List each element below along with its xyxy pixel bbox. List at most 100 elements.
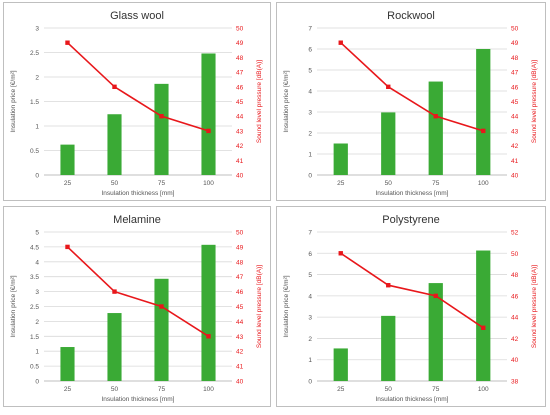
left-tick-label: 6 (308, 251, 312, 258)
x-tick-label: 50 (385, 180, 393, 187)
left-tick-label: 3 (35, 26, 39, 33)
sound-level-line (66, 246, 209, 337)
right-tick-label: 42 (511, 143, 519, 150)
right-tick-label: 44 (236, 114, 244, 121)
right-tick-label: 44 (511, 114, 519, 121)
right-tick-label: 47 (236, 274, 244, 281)
left-tick-label: 1 (308, 357, 312, 364)
x-tick-label: 100 (478, 180, 489, 187)
bar (428, 81, 443, 175)
right-tick-label: 48 (511, 272, 519, 279)
right-tick-label: 45 (236, 99, 244, 106)
x-tick-label: 25 (337, 180, 345, 187)
right-tick-label: 46 (511, 293, 519, 300)
x-tick-label: 75 (158, 386, 166, 393)
right-tick-label: 46 (236, 84, 244, 91)
right-tick-label: 45 (236, 304, 244, 311)
left-tick-label: 0 (35, 379, 39, 386)
chart-panel-4: Polystyrene 0 1 2 3 4 5 6 7 38 40 42 44 46 48 50 52 25 50 7… (276, 206, 546, 407)
x-tick-label: 100 (203, 386, 214, 393)
right-tick-label: 48 (236, 259, 244, 266)
left-tick-label: 0 (35, 173, 39, 180)
line-marker (386, 84, 391, 89)
right-tick-label: 46 (511, 84, 519, 91)
x-tick-label: 75 (432, 386, 440, 393)
x-tick-label: 100 (203, 180, 214, 187)
x-tick-label: 50 (111, 386, 119, 393)
left-tick-label: 0 (308, 379, 312, 386)
left-tick-label: 5 (35, 230, 39, 237)
bar (381, 315, 396, 381)
left-axis-label: Insulation price [€/m²] (10, 275, 17, 337)
bar (333, 348, 348, 381)
bar (381, 112, 396, 175)
line-marker (386, 283, 391, 288)
right-tick-label: 50 (511, 251, 519, 258)
left-axis-label: Insulation price [€/m²] (283, 70, 290, 132)
x-axis-label: Insulation thickness [mm] (376, 190, 449, 197)
right-axis-label: Sound level pressure [dB(A)] (256, 60, 263, 143)
line-marker (206, 128, 211, 134)
right-tick-label: 50 (511, 26, 519, 33)
bar (333, 143, 348, 175)
sound-level-line (66, 42, 209, 132)
bar (201, 53, 216, 176)
right-tick-label: 50 (236, 230, 244, 237)
right-tick-label: 42 (236, 143, 244, 150)
line-marker (481, 325, 486, 330)
chart-panel-3: Melamine 0 0.5 1 1.5 2 2.5 3 3.5 4 4.5 5 40 41 42 43 44 4… (3, 206, 271, 407)
bar (154, 83, 169, 175)
right-tick-label: 44 (511, 315, 519, 322)
right-tick-label: 41 (511, 158, 519, 165)
right-tick-label: 49 (236, 40, 244, 47)
chart-title: Melamine (113, 214, 161, 226)
x-axis-label: Insulation thickness [mm] (102, 190, 175, 197)
right-tick-label: 44 (236, 319, 244, 326)
line-marker (159, 114, 164, 119)
right-axis-label: Sound level pressure [dB(A)] (531, 60, 538, 143)
x-tick-label: 50 (111, 180, 119, 187)
bar (107, 313, 122, 381)
line-marker (159, 304, 164, 309)
right-tick-label: 38 (511, 379, 519, 386)
left-tick-label: 7 (308, 26, 312, 33)
left-tick-label: 3 (35, 289, 39, 296)
right-axis-label: Sound level pressure [dB(A)] (531, 265, 538, 348)
left-tick-label: 2.5 (30, 50, 39, 57)
line-marker (338, 40, 343, 45)
chart-panel-2: Rockwool01234567404142434445464748495025… (276, 2, 546, 201)
right-tick-label: 49 (511, 40, 519, 47)
left-tick-label: 7 (308, 230, 312, 237)
bar (107, 114, 122, 175)
right-tick-label: 47 (236, 70, 244, 77)
line-marker (481, 128, 486, 134)
right-tick-label: 45 (511, 99, 519, 106)
bar (201, 244, 216, 381)
right-tick-label: 40 (236, 173, 244, 180)
right-tick-label: 43 (236, 334, 244, 341)
bar (428, 283, 443, 381)
line-marker (65, 244, 70, 250)
line-marker (112, 84, 117, 89)
left-tick-label: 1 (35, 349, 39, 356)
right-tick-label: 40 (236, 379, 244, 386)
bar (476, 250, 491, 381)
left-tick-label: 2 (308, 336, 312, 343)
left-tick-label: 1 (35, 124, 39, 131)
left-tick-label: 4.5 (30, 244, 39, 251)
right-tick-label: 47 (511, 70, 519, 77)
right-axis-label: Sound level pressure [dB(A)] (256, 265, 263, 348)
line-marker (65, 40, 70, 45)
left-tick-label: 2.5 (30, 304, 39, 311)
left-axis-label: Insulation price [€/m²] (283, 275, 290, 337)
bar (60, 144, 75, 175)
x-axis-label: Insulation thickness [mm] (376, 396, 449, 403)
bar (476, 49, 491, 175)
sound-level-line (340, 252, 484, 329)
x-tick-label: 25 (337, 386, 345, 393)
right-tick-label: 42 (511, 336, 519, 343)
right-tick-label: 42 (236, 349, 244, 356)
right-tick-label: 43 (236, 128, 244, 135)
left-tick-label: 1.5 (30, 99, 39, 106)
